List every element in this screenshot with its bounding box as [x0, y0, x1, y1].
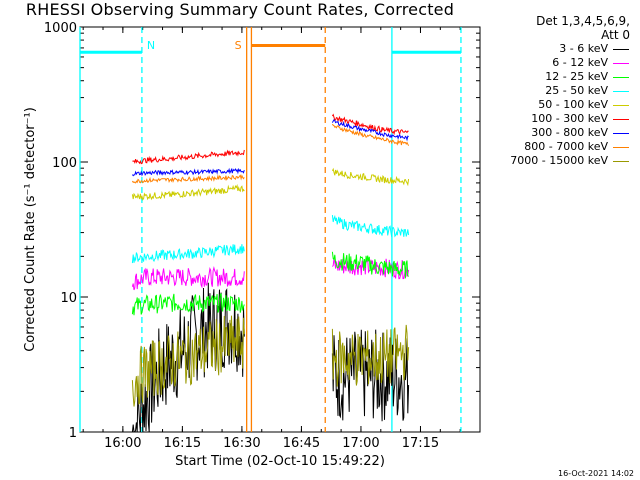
legend-label: 50 - 100 keV: [538, 98, 608, 111]
x-tick-label: 17:15: [402, 436, 439, 451]
series-line: [331, 118, 409, 142]
series-line: [131, 315, 245, 407]
legend-item: 25 - 50 keV: [480, 84, 632, 98]
legend-swatch: [613, 91, 629, 92]
legend-label: 100 - 300 keV: [531, 112, 608, 125]
x-tick-label: 16:00: [104, 436, 141, 451]
legend-swatch: [613, 63, 629, 64]
series-line: [331, 123, 410, 146]
legend-swatch: [613, 147, 629, 148]
x-tick-label: 17:00: [342, 436, 379, 451]
legend-item: 800 - 7000 keV: [480, 140, 632, 154]
legend-label: 300 - 800 keV: [531, 126, 608, 139]
legend-swatch: [613, 77, 629, 78]
legend-label: 25 - 50 keV: [545, 84, 608, 97]
y-tick-label: 1000: [44, 21, 77, 36]
saa-label: S: [235, 39, 242, 52]
legend-swatch: [613, 133, 629, 134]
legend: 3 - 6 keV 6 - 12 keV 12 - 25 keV 25 - 50…: [480, 42, 632, 168]
legend-attenuator: Att 0: [601, 28, 630, 42]
x-tick-label: 16:45: [283, 436, 320, 451]
legend-item: 6 - 12 keV: [480, 56, 632, 70]
series-line: [331, 167, 410, 187]
timestamp: 16-Oct-2021 14:02: [558, 469, 634, 478]
legend-label: 7000 - 15000 keV: [510, 154, 608, 167]
y-axis-label: Corrected Count Rate (s⁻¹ detector⁻¹): [23, 107, 38, 352]
legend-detectors: Det 1,3,4,5,6,9,: [536, 14, 630, 28]
series-line: [132, 149, 245, 165]
legend-swatch: [613, 161, 629, 162]
legend-swatch: [613, 49, 629, 50]
legend-item: 3 - 6 keV: [480, 42, 632, 56]
legend-label: 800 - 7000 keV: [524, 140, 608, 153]
legend-swatch: [613, 105, 629, 106]
series-line: [331, 251, 409, 279]
legend-item: 100 - 300 keV: [480, 112, 632, 126]
x-axis-label: Start Time (02-Oct-10 15:49:22): [175, 454, 385, 469]
legend-label: 12 - 25 keV: [545, 70, 608, 83]
series-line: [132, 167, 245, 177]
series-line: [131, 184, 245, 201]
series-line: [131, 293, 245, 316]
y-tick-label: 100: [52, 156, 77, 171]
series-line: [331, 214, 410, 238]
legend-item: 12 - 25 keV: [480, 70, 632, 84]
series-line: [131, 244, 245, 264]
x-tick-label: 16:15: [164, 436, 201, 451]
series-line: [331, 113, 409, 136]
legend-item: 7000 - 15000 keV: [480, 154, 632, 168]
night-label: N: [147, 39, 155, 52]
y-tick-label: 10: [60, 291, 77, 306]
legend-swatch: [613, 119, 629, 120]
series-line: [131, 174, 245, 184]
y-tick-label: 1: [69, 426, 77, 441]
legend-item: 300 - 800 keV: [480, 126, 632, 140]
legend-item: 50 - 100 keV: [480, 98, 632, 112]
legend-label: 6 - 12 keV: [552, 56, 608, 69]
chart-title: RHESSI Observing Summary Count Rates, Co…: [25, 0, 455, 19]
legend-label: 3 - 6 keV: [559, 42, 608, 55]
series-line: [331, 324, 410, 387]
series-line: [131, 266, 245, 291]
x-tick-label: 16:30: [223, 436, 260, 451]
